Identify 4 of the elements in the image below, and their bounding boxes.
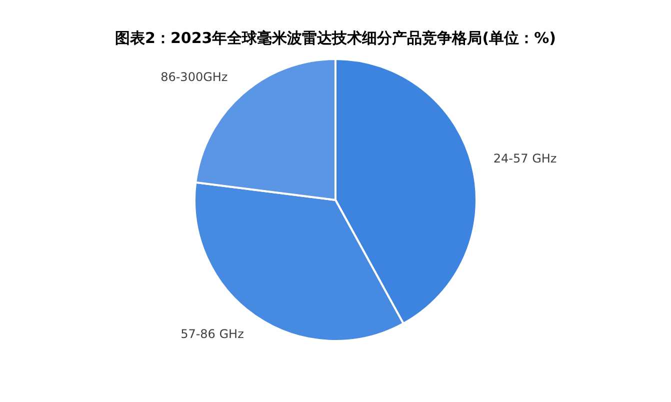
slice-label: 86-300GHz [160,70,228,84]
chart-title: 图表2：2023年全球毫米波雷达技术细分产品竞争格局(单位：%) [115,28,556,47]
slice-label: 57-86 GHz [180,326,244,341]
slice-label: 24-57 GHz [493,152,557,166]
